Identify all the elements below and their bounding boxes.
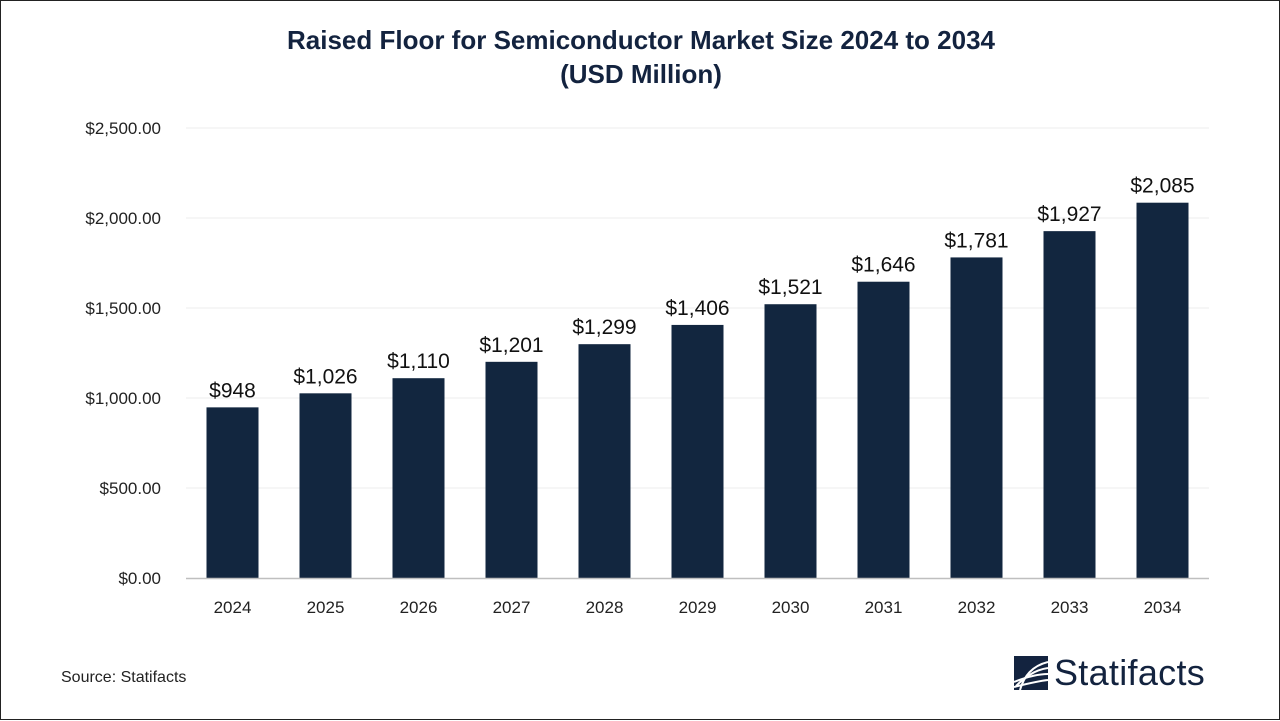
y-tick-label: $0.00 xyxy=(118,569,161,588)
data-label: $1,406 xyxy=(665,297,729,320)
data-label: $1,299 xyxy=(572,316,636,339)
y-tick-label: $1,000.00 xyxy=(85,389,161,408)
bar-2028 xyxy=(578,344,631,578)
title-line: Raised Floor for Semiconductor Market Si… xyxy=(286,25,995,55)
bar-2032 xyxy=(950,257,1003,578)
logo-text: Statifacts xyxy=(1054,652,1206,693)
data-label: $948 xyxy=(209,379,256,402)
y-tick-label: $2,500.00 xyxy=(85,119,161,138)
x-tick-label: 2027 xyxy=(493,598,531,617)
bar-2033 xyxy=(1043,231,1096,578)
x-tick-label: 2026 xyxy=(400,598,438,617)
x-tick-label: 2025 xyxy=(307,598,345,617)
x-tick-label: 2033 xyxy=(1051,598,1089,617)
data-label: $2,085 xyxy=(1130,175,1194,198)
x-tick-label: 2032 xyxy=(958,598,996,617)
bar-2030 xyxy=(764,304,817,578)
x-tick-label: 2029 xyxy=(679,598,717,617)
statifacts-logo: Statifacts xyxy=(1014,652,1205,694)
data-label: $1,521 xyxy=(758,276,822,299)
bar-2031 xyxy=(857,281,910,578)
y-tick-label: $2,000.00 xyxy=(85,209,161,228)
data-label: $1,781 xyxy=(944,229,1008,252)
data-label: $1,110 xyxy=(387,350,450,373)
x-tick-label: 2024 xyxy=(214,598,252,617)
x-tick-label: 2031 xyxy=(865,598,903,617)
chart-title: Raised Floor for Semiconductor Market Si… xyxy=(1,23,1280,91)
statifacts-logo-icon xyxy=(1014,656,1048,690)
y-tick-label: $500.00 xyxy=(100,479,161,498)
y-tick-label: $1,500.00 xyxy=(85,299,161,318)
data-label: $1,026 xyxy=(293,365,357,388)
source-note: Source: Statifacts xyxy=(61,669,187,686)
bar-2034 xyxy=(1136,202,1189,578)
x-tick-label: 2034 xyxy=(1144,598,1182,617)
data-label: $1,927 xyxy=(1037,203,1101,226)
bar-2027 xyxy=(485,361,538,578)
subtitle-line: (USD Million) xyxy=(560,59,722,89)
bar-2029 xyxy=(671,324,724,578)
data-label: $1,201 xyxy=(479,334,543,357)
bar-2025 xyxy=(299,393,352,578)
x-tick-label: 2030 xyxy=(772,598,810,617)
data-label: $1,646 xyxy=(851,254,915,277)
bar-2024 xyxy=(206,407,259,578)
x-tick-label: 2028 xyxy=(586,598,624,617)
bar-2026 xyxy=(392,378,445,578)
